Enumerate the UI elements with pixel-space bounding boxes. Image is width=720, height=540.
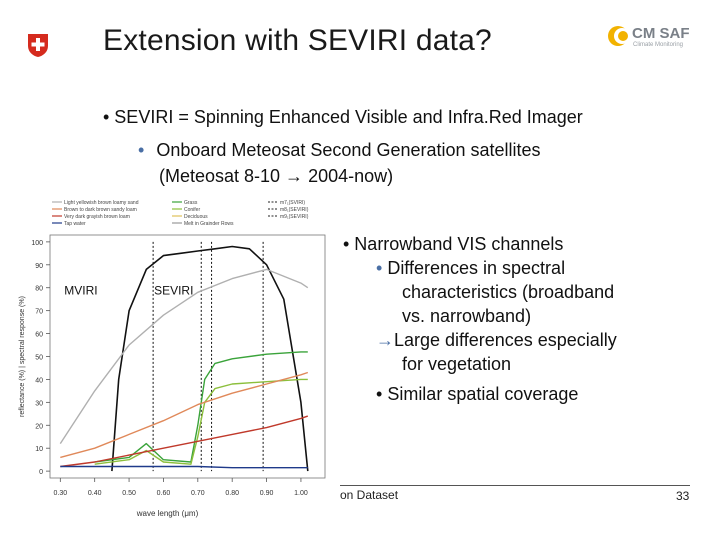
- series-line: [94, 351, 308, 463]
- right-bullet-1: • Narrowband VIS channels: [343, 234, 564, 254]
- legend-label: m7₁(SVIRI): [280, 200, 305, 206]
- y-tick-label: 20: [35, 423, 43, 430]
- legend-label: m8₁(SEVIRI): [280, 207, 309, 213]
- cmsaf-logo: [608, 26, 630, 46]
- sub-bullet-line1: Onboard Meteosat Second Generation satel…: [156, 140, 541, 160]
- x-tick-label: 0.60: [157, 490, 171, 497]
- legend-label: m9₁(SEVIRI): [280, 214, 309, 220]
- chart-annotation: MVIRI: [64, 284, 97, 298]
- x-tick-label: 1.00: [294, 490, 308, 497]
- slide-title: Extension with SEVIRI data?: [103, 24, 492, 57]
- bullet-dot: •: [138, 140, 145, 160]
- y-tick-label: 30: [35, 400, 43, 407]
- x-tick-label: 0.80: [225, 490, 239, 497]
- plot-frame: [49, 234, 326, 479]
- y-tick-label: 90: [35, 263, 43, 270]
- y-tick-label: 80: [35, 286, 43, 293]
- right-sub-bullet-1-line2: characteristics (broadband: [402, 282, 615, 302]
- y-tick-label: 40: [35, 377, 43, 384]
- right-bullets: • Narrowband VIS channels • Differences …: [343, 232, 713, 406]
- bullet-seviri-definition: • SEVIRI = Spinning Enhanced Visible and…: [103, 107, 583, 127]
- footer-rule: [340, 485, 690, 486]
- swiss-cross-logo: [28, 34, 48, 57]
- sub-bullet-msg: • Onboard Meteosat Second Generation sate…: [138, 137, 541, 189]
- y-tick-label: 50: [35, 355, 43, 362]
- series-line: [60, 415, 309, 468]
- bullet-dot: •: [376, 384, 383, 404]
- x-axis-label: wave length (μm): [136, 509, 199, 518]
- right-arrow-line: →Large differences especially: [343, 328, 713, 352]
- bullet-dot: •: [376, 258, 383, 278]
- cmsaf-logo-subtitle: Climate Monitoring: [633, 42, 684, 48]
- x-tick-label: 0.90: [260, 490, 274, 497]
- right-sub-bullet-2-text: Similar spatial coverage: [382, 384, 579, 404]
- right-sub-bullet-1: • Differences in spectral: [343, 256, 713, 280]
- y-tick-label: 0: [39, 469, 43, 476]
- y-tick-label: 60: [35, 332, 43, 339]
- series-line: [60, 465, 308, 469]
- legend-label: Tap water: [64, 221, 86, 227]
- x-tick-label: 0.70: [191, 490, 205, 497]
- x-tick-label: 0.50: [122, 490, 136, 497]
- sub-bullet-line2: (Meteosat 8-10 → 2004-now): [159, 166, 394, 186]
- footer-text: on Dataset: [340, 488, 399, 502]
- y-tick-label: 70: [35, 309, 43, 316]
- legend-label: Grass: [184, 200, 198, 206]
- legend-label: Deciduous: [184, 214, 208, 220]
- series-line: [111, 245, 309, 472]
- legend-label: Very dark grayish brown loam: [64, 214, 130, 220]
- right-sub-bullet-2: • Similar spatial coverage: [343, 382, 713, 406]
- y-tick-label: 10: [35, 446, 43, 453]
- legend-label: Melt in Grainder Rows: [184, 221, 234, 227]
- series-line: [60, 371, 309, 459]
- y-axis-label: reflectance (%) | spectral response (%): [19, 296, 26, 417]
- page-number: 33: [676, 489, 690, 503]
- legend-label: Brown to dark brown sandy loam: [64, 207, 137, 213]
- right-arrow-line2: for vegetation: [402, 354, 512, 374]
- arrow-icon: →: [376, 330, 394, 350]
- cmsaf-logo-text: CM SAF: [632, 25, 690, 42]
- legend-label: Conifer: [184, 207, 200, 213]
- right-arrow-text: Large differences especially: [394, 330, 617, 350]
- spectral-chart: 0 10 20 30 40 50 60 70 80 90 100 0.30 0.40 0.50 0.60 0.…: [19, 200, 326, 518]
- x-tick-label: 0.30: [54, 490, 68, 497]
- x-tick-label: 0.40: [88, 490, 102, 497]
- series-line: [59, 268, 309, 444]
- right-sub-bullet-1-line3: vs. narrowband): [402, 306, 532, 326]
- right-sub-bullet-1-text: Differences in spectral: [382, 258, 566, 278]
- legend-label: Light yellowish brown loamy sand: [64, 200, 139, 206]
- chart-annotation: SEVIRI: [154, 284, 193, 298]
- y-tick-label: 100: [31, 240, 43, 247]
